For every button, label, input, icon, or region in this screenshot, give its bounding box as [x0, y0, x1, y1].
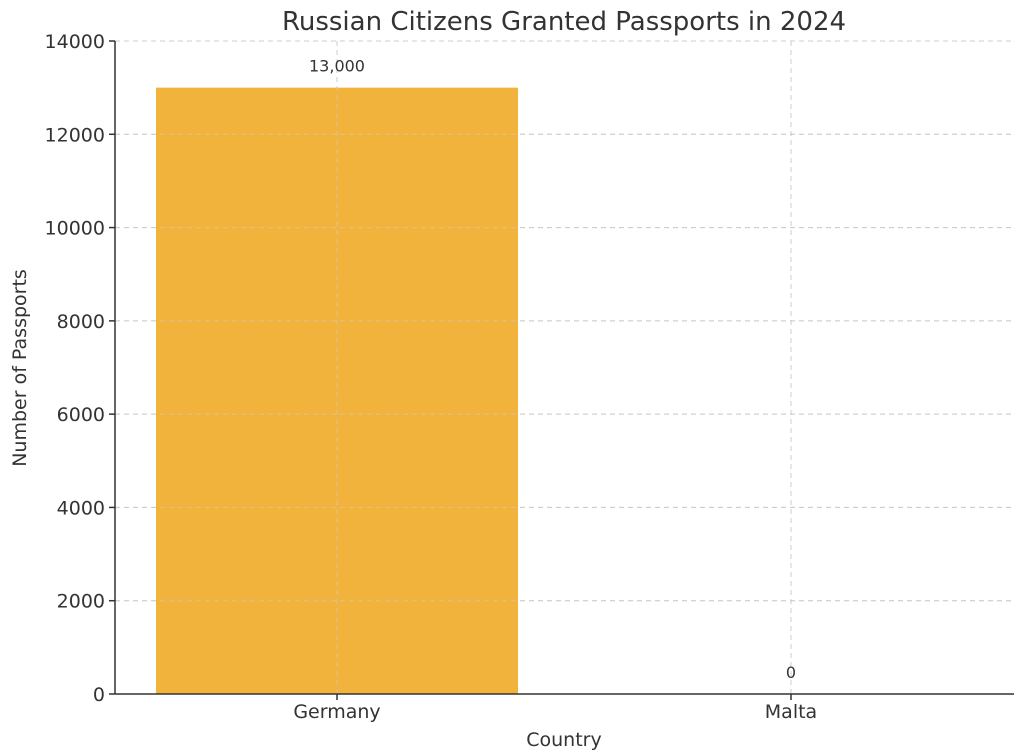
- x-axis-label: Country: [526, 729, 601, 751]
- label-layer: 0 2000 4000 6000 8000 10000 12000 14000 13,000 0 G…: [45, 31, 818, 723]
- y-tick-label: 14000: [45, 31, 105, 53]
- y-tick-label: 4000: [57, 497, 105, 519]
- y-tick-label: 6000: [57, 404, 105, 426]
- chart-title: Russian Citizens Granted Passports in 20…: [282, 7, 846, 37]
- data-label: 13,000: [309, 57, 365, 76]
- y-tick-label: 8000: [57, 311, 105, 333]
- y-axis-label: Number of Passports: [9, 269, 31, 467]
- y-tick-label: 10000: [45, 218, 105, 240]
- x-tick-label: Germany: [293, 701, 380, 723]
- axis-layer: [109, 40, 1014, 700]
- data-label: 0: [786, 663, 796, 682]
- x-tick-label: Malta: [765, 701, 817, 723]
- y-tick-label: 12000: [45, 124, 105, 146]
- y-tick-label: 2000: [57, 591, 105, 613]
- y-tick-label: 0: [93, 684, 105, 706]
